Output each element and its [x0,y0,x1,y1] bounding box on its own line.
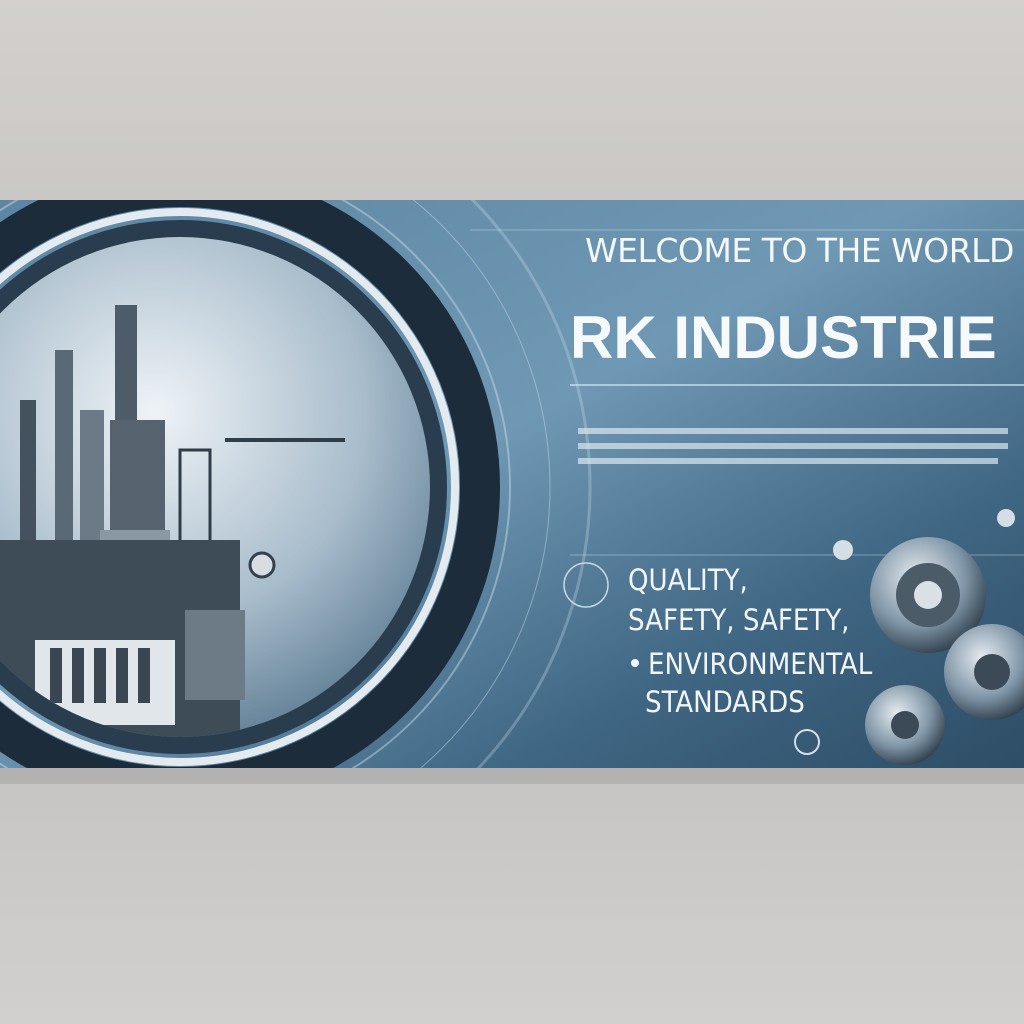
banner: WELCOME TO THE WORLD RK INDUSTRIE QUALIT… [0,200,1024,768]
gears [563,509,1024,765]
banner-shadow [0,766,1024,784]
feature-text: ENVIRONMENTAL [648,647,873,681]
inner-ring [0,220,447,754]
feature-text: QUALITY, [628,563,748,597]
outer-ring [0,200,500,768]
ring-highlight [0,208,459,766]
brand-name: RK INDUSTRIE [570,304,997,371]
text-filler [578,428,1008,464]
welcome-text: WELCOME TO THE WORLD [585,231,1014,270]
factory [0,305,345,737]
feature-text: SAFETY, SAFETY, [628,603,849,637]
feature-text: STANDARDS [645,685,805,719]
bullet [631,659,639,667]
